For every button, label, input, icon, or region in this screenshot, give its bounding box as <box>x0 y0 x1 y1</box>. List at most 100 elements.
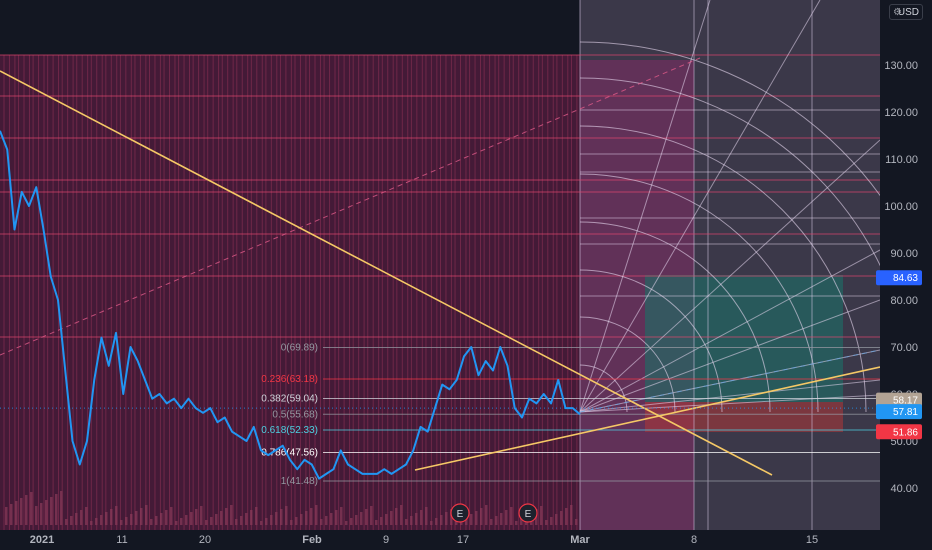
time-tick-label: Mar <box>570 534 590 546</box>
volume-bar <box>570 505 573 525</box>
volume-bar <box>30 492 33 525</box>
time-tick-label: 11 <box>116 534 127 546</box>
volume-bar <box>335 510 338 525</box>
volume-bar <box>445 512 448 525</box>
time-tick-label: 15 <box>806 534 818 546</box>
volume-bar <box>105 512 108 525</box>
volume-bar <box>120 520 123 525</box>
gann-ray <box>579 299 880 413</box>
volume-bar <box>385 514 388 525</box>
volume-bar <box>450 509 453 525</box>
uptrend-line[interactable] <box>414 366 880 471</box>
fib-level-label: 0.618(52.33) <box>261 425 318 436</box>
volume-bar <box>440 515 443 525</box>
volume-bar <box>305 511 308 525</box>
price-tick-label: 100.00 <box>884 201 918 213</box>
volume-bar <box>60 491 63 525</box>
dashed-channel-line <box>0 57 701 356</box>
volume-bar <box>130 514 133 525</box>
volume-bar <box>225 508 228 525</box>
currency-selector[interactable]: ⚙ USD <box>889 4 923 20</box>
volume-bar <box>430 521 433 525</box>
gann-arc <box>579 269 723 413</box>
volume-bar <box>295 517 298 525</box>
volume-bar <box>290 520 293 525</box>
gann-fan <box>0 0 880 413</box>
volume-bar <box>230 505 233 525</box>
time-axis[interactable]: 2021 11 20 Feb 9 17 Mar 8 15 <box>0 530 932 550</box>
volume-bar <box>550 517 553 525</box>
volume-bar <box>45 500 48 525</box>
volume-bar <box>40 503 43 525</box>
stop-zone <box>645 402 843 432</box>
volume-bar <box>380 517 383 525</box>
volume-bar <box>220 511 223 525</box>
volume-bar <box>235 519 238 525</box>
volume-bar <box>560 511 563 525</box>
gann-arc <box>579 77 880 267</box>
price-tag <box>876 270 922 286</box>
time-axis-background <box>0 530 932 550</box>
volume-bar <box>540 506 543 525</box>
price-tick-label: 110.00 <box>885 154 918 166</box>
volume-bar <box>35 506 38 525</box>
volume-bar <box>65 519 68 525</box>
volume-bar <box>300 514 303 525</box>
downtrend-line[interactable] <box>0 70 773 476</box>
fib-level-label: 0.786(47.56) <box>261 447 318 458</box>
volume-bar <box>240 516 243 525</box>
time-tick-label: 8 <box>691 534 697 546</box>
volume-bar <box>390 511 393 525</box>
volume-bar <box>425 507 428 525</box>
earnings-marker[interactable] <box>450 503 470 523</box>
volume-bar <box>350 518 353 525</box>
dashed-projection-line <box>579 349 880 413</box>
volume-bar <box>320 519 323 525</box>
volume-bar <box>250 510 253 525</box>
volume-bar <box>100 515 103 525</box>
volume-bar <box>155 516 158 525</box>
volume-bar <box>490 519 493 525</box>
volume-bar <box>505 510 508 525</box>
price-tag-label: 57.81 <box>893 407 918 418</box>
time-tick-label: Feb <box>302 534 322 546</box>
price-series <box>0 130 880 480</box>
volume-bar <box>285 506 288 525</box>
volume-bar <box>215 514 218 525</box>
gann-ray <box>579 249 880 413</box>
fib-level-label: 0(69.89) <box>281 343 318 354</box>
volume-bar <box>90 521 93 525</box>
volume-bar <box>435 518 438 525</box>
volume-bar <box>110 509 113 525</box>
volume-bar <box>135 511 138 525</box>
price-tick-label: 130.00 <box>884 60 918 72</box>
volume-bar <box>270 515 273 525</box>
earnings-marker[interactable] <box>518 503 538 523</box>
fib-retracement[interactable]: 0(69.89) 0.236(63.18) 0.382(59.04) 0.5(55.6… <box>261 343 880 488</box>
price-tag-label: 58.17 <box>893 396 918 407</box>
volume-bar <box>170 507 173 525</box>
volume-bar <box>175 521 178 525</box>
price-tick-label: 90.00 <box>890 248 918 260</box>
price-tag <box>876 404 922 420</box>
volume-bar <box>150 519 153 525</box>
volume-bar <box>145 505 148 525</box>
volume-bar <box>50 497 53 525</box>
volume-bar <box>545 520 548 525</box>
volume-bar <box>245 513 248 525</box>
volume-bar <box>370 506 373 525</box>
volume-bar <box>15 501 18 525</box>
volume-bar <box>20 498 23 525</box>
trend-lines[interactable] <box>0 70 880 476</box>
horizontal-level-lines <box>0 54 880 338</box>
volume-bar <box>500 513 503 525</box>
fib-level-label: 0.5(55.68) <box>272 409 318 420</box>
volume-bar <box>515 521 518 525</box>
gann-ray <box>579 139 880 413</box>
volume-bar <box>405 519 408 525</box>
volume-bar <box>420 510 423 525</box>
volume-bar <box>140 508 143 525</box>
